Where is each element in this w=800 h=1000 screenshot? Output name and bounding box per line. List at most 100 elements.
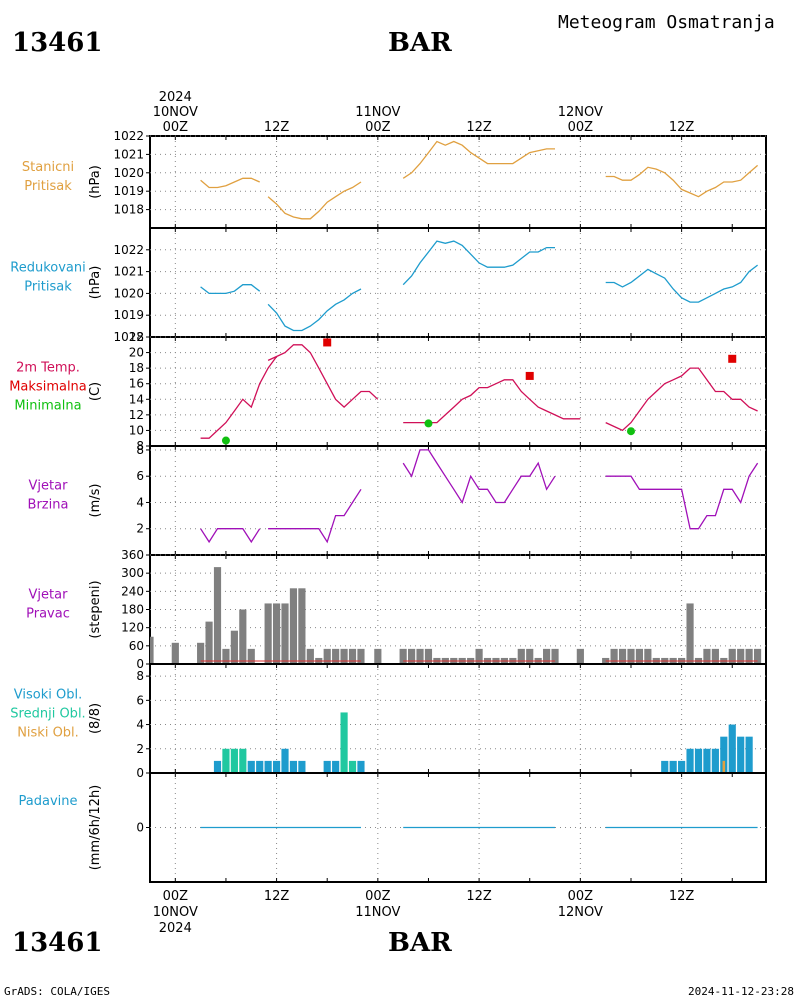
y-tick-label: 12 — [129, 408, 144, 422]
time-label-bottom: 2024 — [159, 921, 192, 936]
y-tick-label: 16 — [129, 377, 144, 391]
y-tick-label: 4 — [136, 718, 144, 732]
wind-direction-bar — [543, 648, 551, 664]
panel-frame — [149, 227, 767, 338]
y-tick-label: 1021 — [113, 147, 144, 161]
wind-direction-bar — [576, 648, 584, 664]
series-line — [605, 264, 758, 303]
y-tick-label: 1021 — [113, 265, 144, 279]
wind-direction-bar — [711, 648, 719, 664]
cloud-bar — [711, 748, 719, 773]
cloud-bar — [678, 760, 686, 773]
cloud-bar — [669, 760, 677, 773]
y-tick-label: 6 — [136, 469, 144, 483]
wind-direction-bar — [264, 603, 272, 664]
wind-direction-bar — [171, 642, 179, 664]
time-label-top: 12NOV — [558, 105, 603, 120]
panel-content — [200, 140, 759, 220]
wind-direction-bar — [526, 648, 534, 664]
series-line — [200, 528, 261, 544]
panel-content — [200, 338, 758, 445]
wind-direction-bar — [289, 588, 298, 664]
y-tick-label: 180 — [121, 603, 144, 617]
cloud-bar — [737, 736, 745, 773]
panel-title-line: Brzina — [28, 498, 69, 513]
panel-frame — [149, 135, 767, 229]
cloud-bar — [340, 712, 348, 773]
wind-direction-bar — [551, 648, 559, 664]
y-tick-label: 1020 — [113, 286, 144, 300]
wind-direction-bar — [399, 648, 407, 664]
wind-direction-bar — [416, 648, 424, 664]
series-line — [605, 367, 758, 432]
time-label-top: 11NOV — [355, 105, 400, 120]
y-tick-label: 18 — [129, 361, 144, 375]
panel-clouds — [146, 663, 767, 774]
time-label-bottom: 11NOV — [355, 905, 400, 920]
wind-direction-bar — [205, 621, 213, 664]
y-tick-label: 2 — [136, 742, 144, 756]
cloud-bar — [694, 748, 703, 773]
y-axis-label: (C) — [88, 382, 103, 401]
time-label-top: 2024 — [159, 90, 192, 105]
panel-title-line: Minimalna — [14, 399, 81, 414]
panel-station_pressure — [146, 135, 767, 229]
time-label-bottom: 00Z — [568, 889, 594, 904]
time-label-top: 10NOV — [153, 105, 198, 120]
y-tick-label: 240 — [121, 584, 144, 598]
time-label-top: 12Z — [264, 120, 290, 135]
wind-direction-bar — [728, 648, 736, 664]
header-station-id: 13461 — [12, 28, 103, 58]
y-axis-label: (stepeni) — [88, 580, 103, 638]
cloud-bar — [289, 760, 298, 773]
cloud-bar — [272, 760, 281, 773]
panel-title-line: Padavine — [19, 794, 78, 809]
y-tick-label: 300 — [121, 566, 144, 580]
wind-direction-bar — [635, 648, 644, 664]
panel-content — [200, 449, 759, 544]
panel-content — [150, 567, 762, 664]
time-label-bottom: 12Z — [264, 889, 290, 904]
y-tick-label: 14 — [129, 392, 144, 406]
panel-title-line: Vjetar — [29, 588, 69, 603]
panel-title-line: Maksimalna — [9, 380, 87, 395]
wind-direction-bar — [197, 642, 205, 664]
wind-direction-bar — [517, 648, 525, 664]
cloud-bar — [332, 760, 340, 773]
max-temp-marker — [525, 371, 534, 380]
wind-direction-bar — [281, 603, 289, 664]
max-temp-marker — [728, 354, 737, 363]
cloud-bar — [298, 760, 306, 773]
time-label-bottom: 00Z — [365, 889, 391, 904]
wind-direction-bar — [627, 648, 635, 664]
time-label-bottom: 10NOV — [153, 905, 198, 920]
cloud-bar — [661, 760, 669, 773]
wind-direction-bar — [150, 636, 154, 664]
panel-title-line: Stanicni — [22, 160, 74, 175]
meteogram-title: Meteogram Osmatranja — [558, 12, 775, 33]
panel-temperature — [146, 336, 767, 447]
y-tick-label: 8 — [136, 443, 144, 457]
wind-direction-bar — [230, 630, 238, 664]
series-line — [403, 379, 581, 424]
series-line — [200, 177, 260, 189]
cloud-bar — [264, 760, 272, 773]
series-line — [605, 462, 759, 530]
series-line — [605, 164, 759, 198]
y-tick-label: 1019 — [113, 308, 144, 322]
series-line — [402, 140, 555, 179]
series-line — [402, 240, 555, 286]
time-label-bottom: 00Z — [163, 889, 189, 904]
y-axis-label: (mm/6h/12h) — [88, 785, 103, 871]
panel-wind_speed — [146, 445, 767, 556]
y-axis-label: (hPa) — [88, 266, 103, 300]
wind-direction-bar — [703, 648, 711, 664]
panel-title-line: 2m Temp. — [16, 361, 80, 376]
min-temp-marker — [424, 419, 433, 428]
y-tick-label: 360 — [121, 548, 144, 562]
cloud-bar — [357, 760, 365, 773]
cloud-bar — [728, 724, 736, 773]
min-temp-marker — [221, 436, 230, 445]
header-station-name: BAR — [388, 28, 452, 58]
wind-direction-bar — [222, 648, 230, 664]
